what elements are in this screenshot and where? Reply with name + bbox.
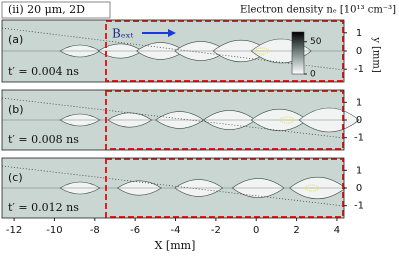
panel-label: (b) [8,103,24,116]
field-line [1,165,345,207]
hot-spot [304,184,320,192]
x-tick-label: -10 [46,225,62,236]
time-annotation: t′ = 0.008 ns [8,133,79,146]
x-tick-label: -12 [6,225,22,236]
y-tick-label: 0 [356,183,362,194]
field-label: Bₑₓₜ [112,27,134,41]
colorbar-tick-label: 50 [310,37,322,47]
y-tick-label: -1 [354,133,364,144]
region-box [105,158,344,218]
hot-spot [254,47,270,55]
title: (ii) 20 μm, 2D [8,3,85,16]
y-tick-label: 0 [356,115,362,126]
y-axis-label: y [mm] [371,36,382,73]
y-tick-label: -1 [354,64,364,75]
x-axis-label: X [mm] [155,239,196,252]
hot-spot [279,116,295,124]
x-tick-label: -6 [130,225,140,236]
x-tick-label: 2 [293,225,299,236]
region-box [105,90,344,150]
field-line [1,97,345,139]
panel-label: (a) [8,33,23,46]
field-line [1,27,345,71]
title-box [1,1,111,19]
time-annotation: t′ = 0.012 ns [8,201,79,214]
y-tick-label: 0 [356,46,362,57]
panel-label: (c) [8,171,23,184]
y-tick-label: 1 [356,165,362,176]
y-tick-label: 1 [356,28,362,39]
colorbar [291,31,305,75]
y-tick-label: -1 [354,201,364,212]
y-tick-label: 1 [356,97,362,108]
colorbar-tick-label: 0 [310,70,316,80]
x-tick-label: -8 [90,225,100,236]
x-tick-label: 4 [334,225,340,236]
x-tick-label: -4 [171,225,181,236]
colorbar-label: Electron density nₑ [10¹³ cm⁻³] [240,5,396,16]
field-arrowhead [168,29,176,37]
x-tick-label: 0 [253,225,259,236]
x-tick-label: -2 [211,225,221,236]
time-annotation: t′ = 0.004 ns [8,65,79,78]
region-box [105,20,344,82]
